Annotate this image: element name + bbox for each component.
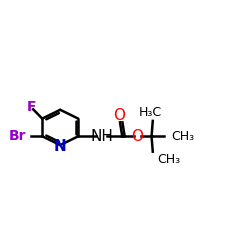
Text: CH₃: CH₃ [158,153,181,166]
Text: CH₃: CH₃ [171,130,194,143]
Text: Br: Br [8,129,26,143]
Text: H₃C: H₃C [139,106,162,119]
Text: O: O [113,108,125,122]
Text: O: O [131,129,143,144]
Text: F: F [26,100,36,114]
Text: NH: NH [90,129,113,144]
Text: N: N [54,139,66,154]
